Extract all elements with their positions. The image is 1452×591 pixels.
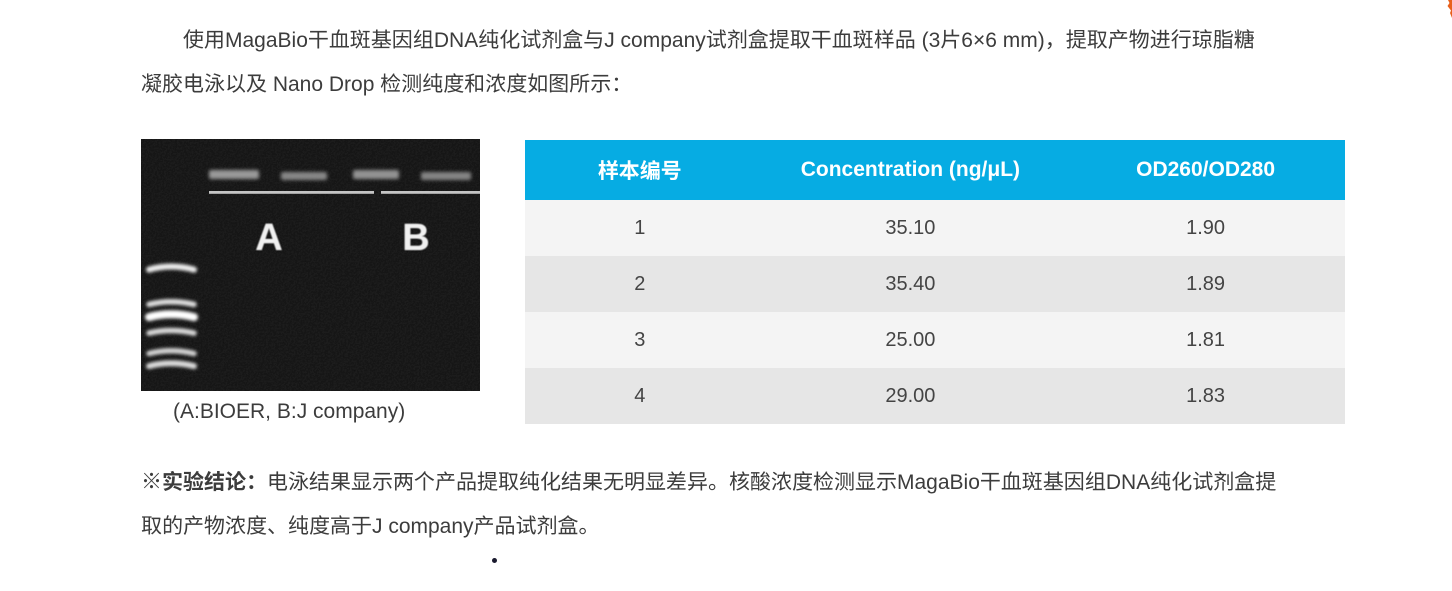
svg-text:B: B xyxy=(402,217,429,259)
svg-text:A: A xyxy=(255,217,282,259)
